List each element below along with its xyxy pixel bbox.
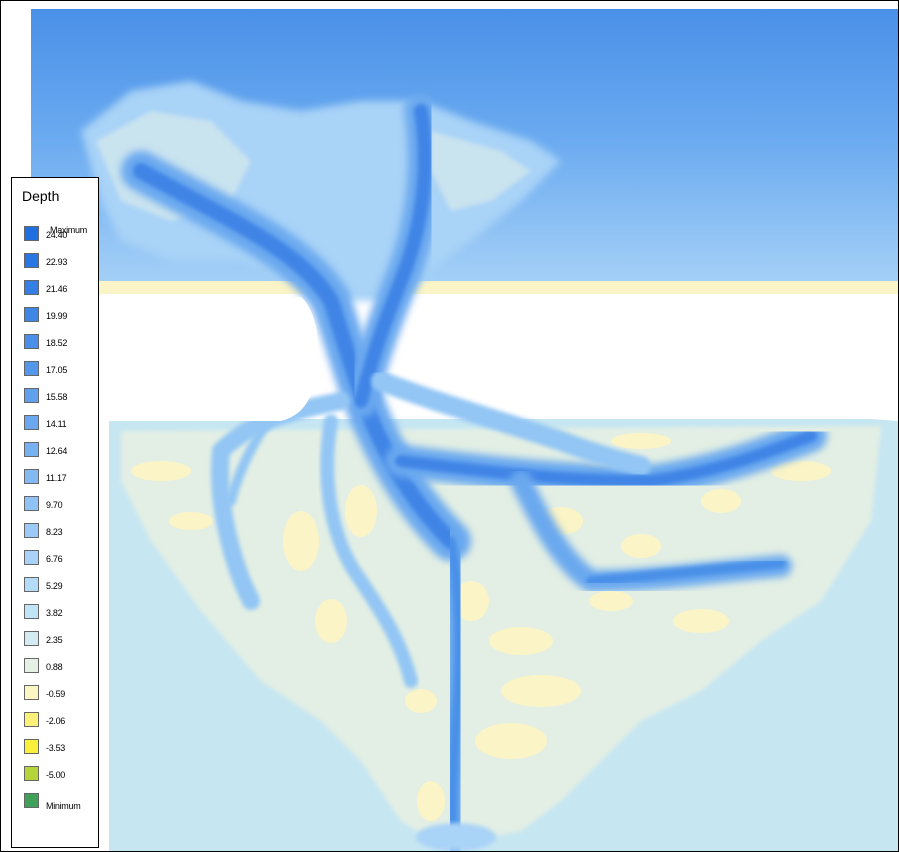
legend-row: -0.59 bbox=[12, 669, 98, 700]
legend-row: 0.88 bbox=[12, 642, 98, 673]
legend-row: 14.11 bbox=[12, 399, 98, 430]
legend-value: 14.11 bbox=[46, 419, 67, 429]
legend-swatch bbox=[24, 604, 39, 619]
legend-row: -2.06 bbox=[12, 696, 98, 727]
legend-value: -3.53 bbox=[46, 743, 66, 753]
legend-value: 22.93 bbox=[46, 257, 68, 267]
legend-row: 2.35 bbox=[12, 615, 98, 646]
legend-value: -0.59 bbox=[46, 689, 66, 699]
legend-row: 17.05 bbox=[12, 345, 98, 376]
legend-row: 3.82 bbox=[12, 588, 98, 619]
legend-value: 5.29 bbox=[46, 581, 63, 591]
legend-value: 18.52 bbox=[46, 338, 68, 348]
legend-row: -5.00 bbox=[12, 750, 98, 781]
legend-value: 8.23 bbox=[46, 527, 63, 537]
legend-row: 11.17 bbox=[12, 453, 98, 484]
legend-swatch bbox=[24, 415, 39, 430]
legend-row: 6.76 bbox=[12, 534, 98, 565]
legend-value: -5.00 bbox=[46, 770, 66, 780]
legend-title: Depth bbox=[22, 188, 60, 204]
legend-row: 19.99 bbox=[12, 291, 98, 322]
legend-value: 0.88 bbox=[46, 662, 63, 672]
legend-swatch bbox=[24, 226, 39, 241]
legend-swatch bbox=[24, 388, 39, 403]
legend-row: 15.58 bbox=[12, 372, 98, 403]
legend-value: 15.58 bbox=[46, 392, 68, 402]
legend-value: 19.99 bbox=[46, 311, 68, 321]
depth-legend: Depth Maximum 24.40 22.93 21.46 19.99 18.52 1… bbox=[11, 177, 99, 848]
legend-row: -3.53 bbox=[12, 723, 98, 754]
legend-swatch bbox=[24, 658, 39, 673]
legend-swatch bbox=[24, 739, 39, 754]
legend-value: -2.06 bbox=[46, 716, 66, 726]
legend-value: 24.40 bbox=[46, 230, 68, 240]
legend-swatch bbox=[24, 577, 39, 592]
legend-swatch bbox=[24, 712, 39, 727]
shoreline-sand bbox=[31, 281, 898, 295]
legend-row: 21.46 bbox=[12, 264, 98, 295]
legend-swatch bbox=[24, 631, 39, 646]
legend-value: 3.82 bbox=[46, 608, 63, 618]
sandbars bbox=[131, 433, 831, 821]
legend-value: 11.17 bbox=[46, 473, 67, 483]
channel-outlet bbox=[416, 823, 496, 851]
legend-swatch bbox=[24, 469, 39, 484]
legend-row: 22.93 bbox=[12, 237, 98, 268]
legend-swatch bbox=[24, 793, 39, 808]
legend-value: 12.64 bbox=[46, 446, 68, 456]
legend-swatch bbox=[24, 766, 39, 781]
legend-row: 12.64 bbox=[12, 426, 98, 457]
legend-swatch bbox=[24, 253, 39, 268]
legend-row: 8.23 bbox=[12, 507, 98, 538]
legend-swatch bbox=[24, 280, 39, 295]
legend-swatch bbox=[24, 307, 39, 322]
tidal-channels bbox=[121, 94, 827, 851]
legend-row: Minimum bbox=[12, 777, 98, 811]
legend-swatch bbox=[24, 334, 39, 349]
legend-swatch bbox=[24, 442, 39, 457]
legend-swatch bbox=[24, 496, 39, 511]
legend-swatch bbox=[24, 361, 39, 376]
land-area-east bbox=[436, 297, 898, 421]
delta-shoals-east bbox=[431, 131, 531, 211]
legend-row: 24.40 bbox=[12, 210, 98, 241]
legend-value: 2.35 bbox=[46, 635, 63, 645]
legend-value: Minimum bbox=[46, 801, 81, 811]
legend-max-label: Maximum bbox=[50, 225, 87, 235]
legend-swatch bbox=[24, 523, 39, 538]
legend-row: 18.52 bbox=[12, 318, 98, 349]
legend-value: 9.70 bbox=[46, 500, 63, 510]
legend-row: 5.29 bbox=[12, 561, 98, 592]
legend-row: 9.70 bbox=[12, 480, 98, 511]
legend-value: 6.76 bbox=[46, 554, 63, 564]
legend-swatch bbox=[24, 685, 39, 700]
legend-value: 21.46 bbox=[46, 284, 68, 294]
legend-value: 17.05 bbox=[46, 365, 68, 375]
land-area-west bbox=[101, 297, 319, 421]
legend-swatch bbox=[24, 550, 39, 565]
